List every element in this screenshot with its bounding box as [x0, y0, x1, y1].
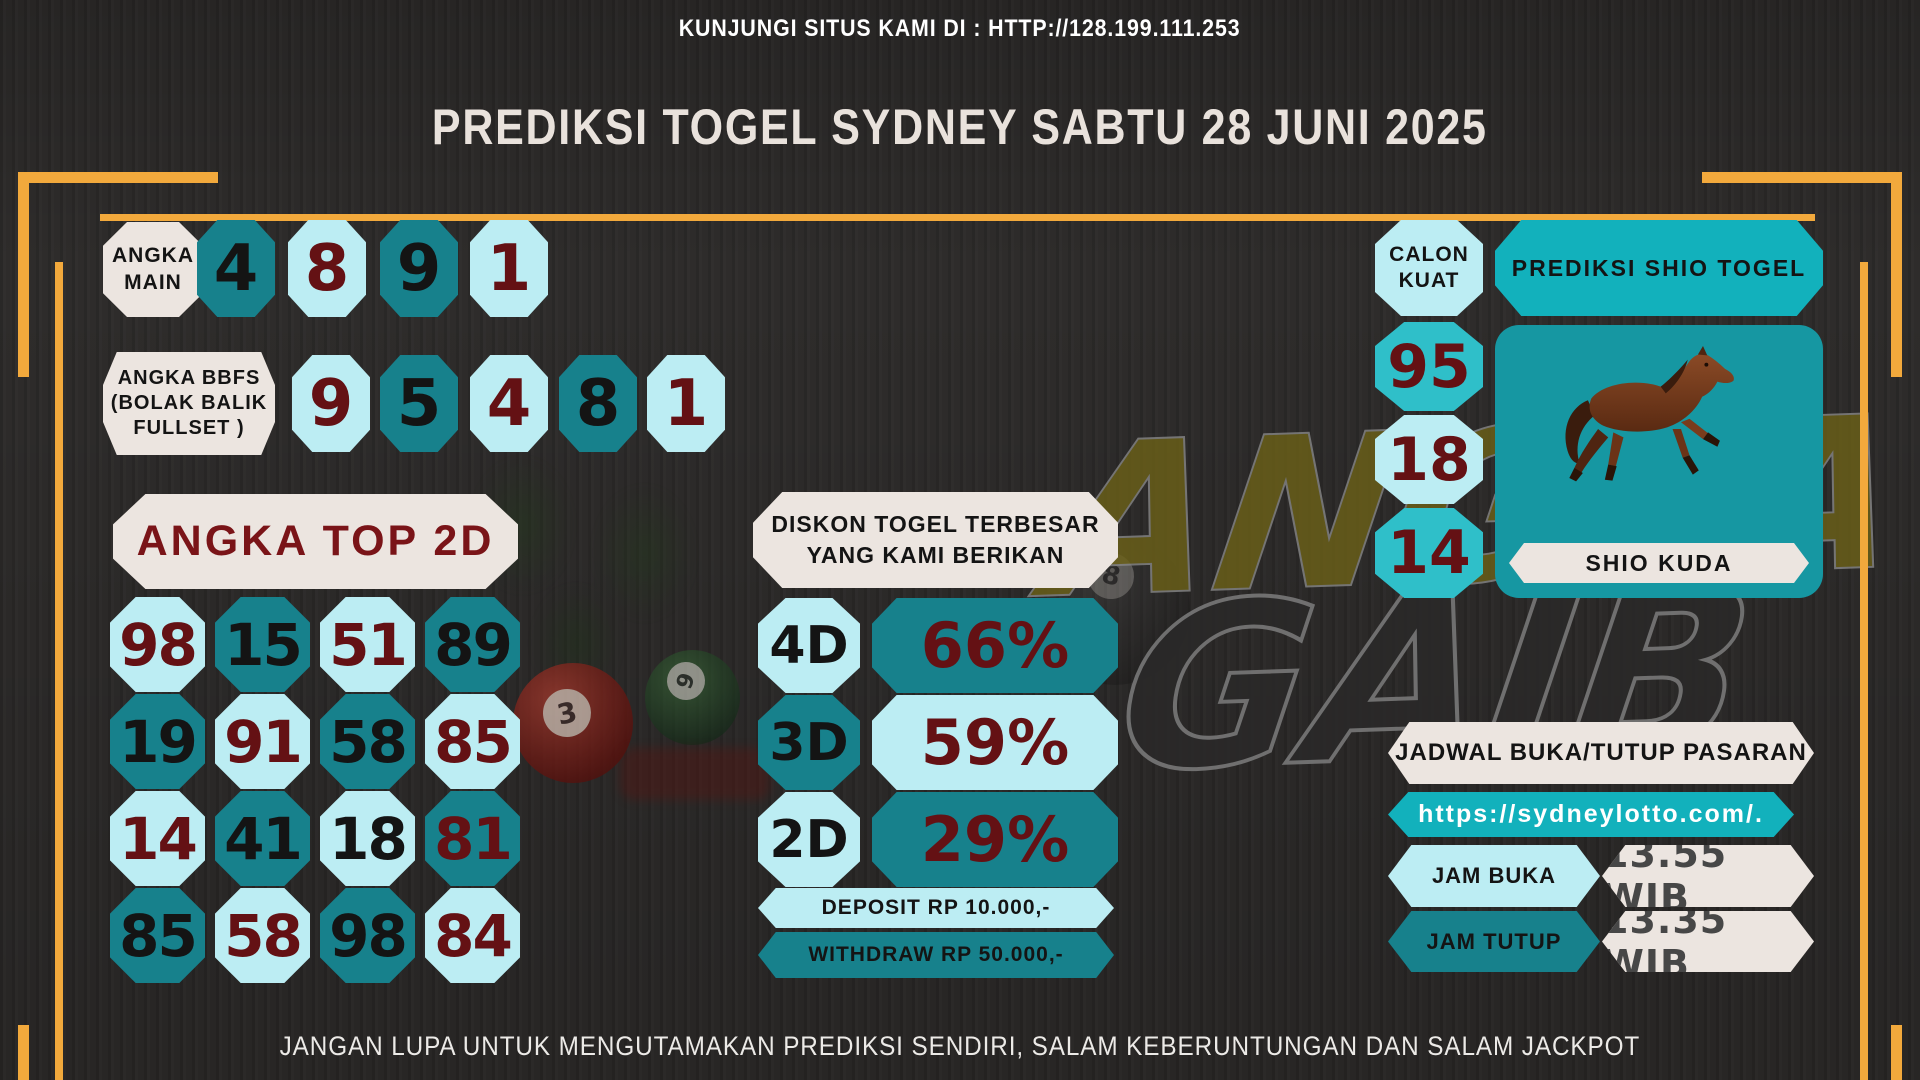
angka-bbfs-label-line3: FULLSET )	[133, 417, 245, 439]
angka-bbfs-digit: 1	[647, 355, 725, 452]
jam-tutup-time: 13.35 WIB	[1602, 911, 1814, 972]
jam-buka-time: 13.55 WIB	[1602, 845, 1814, 907]
visit-line-text[interactable]: KUNJUNGI SITUS KAMI DI : HTTP://128.199.…	[679, 15, 1241, 42]
angka-main-digit: 4	[197, 220, 275, 317]
footer-note-text: JANGAN LUPA UNTUK MENGUTAMAKAN PREDIKSI …	[279, 1030, 1641, 1061]
calon-kuat-label: CALON KUAT	[1375, 220, 1483, 316]
top2d-cell: 85	[425, 694, 520, 789]
market-url-bar[interactable]: https://sydneylotto.com/.	[1388, 792, 1794, 837]
prediksi-shio-title: PREDIKSI SHIO TOGEL	[1511, 254, 1807, 281]
page-title-text: PREDIKSI TOGEL SYDNEY SABTU 28 JUNI 2025	[432, 99, 1488, 155]
angka-main-digit: 9	[380, 220, 458, 317]
angka-bbfs-label-line1: ANGKA BBFS	[117, 367, 261, 389]
frame-inner-right	[1860, 262, 1868, 1080]
calon-kuat-number: 95	[1375, 322, 1483, 411]
deposit-bar: DEPOSIT RP 10.000,-	[758, 888, 1114, 928]
diskon-4d-label: 4D	[758, 598, 860, 693]
angka-bbfs-digit: 9	[292, 355, 370, 452]
diskon-header: DISKON TOGEL TERBESAR YANG KAMI BERIKAN	[753, 492, 1118, 588]
jam-buka-label: JAM BUKA	[1388, 845, 1600, 907]
calon-kuat-line2: KUAT	[1398, 269, 1460, 292]
deposit-text: DEPOSIT RP 10.000,-	[821, 895, 1051, 919]
frame-inner-top	[100, 214, 1815, 221]
top2d-cell: 19	[110, 694, 205, 789]
top2d-cell: 51	[320, 597, 415, 692]
diskon-2d-label: 2D	[758, 792, 860, 887]
frame-bottom-right-bar	[1891, 1025, 1902, 1080]
angka-top-2d-title: ANGKA TOP 2D	[136, 517, 495, 565]
angka-bbfs-digit: 5	[380, 355, 458, 452]
withdraw-bar: WITHDRAW RP 50.000,-	[758, 932, 1114, 978]
angka-bbfs-digit: 4	[470, 355, 548, 452]
angka-top-2d-header: ANGKA TOP 2D	[113, 494, 518, 589]
jadwal-header-text: JADWAL BUKA/TUTUP PASARAN	[1395, 739, 1807, 766]
angka-bbfs-label: ANGKA BBFS (BOLAK BALIK FULLSET )	[103, 352, 275, 455]
calon-kuat-line1: CALON	[1389, 242, 1469, 266]
diskon-3d-value: 59%	[872, 695, 1118, 790]
top2d-cell: 89	[425, 597, 520, 692]
jam-tutup-text: JAM TUTUP	[1426, 928, 1562, 954]
diskon-2d-value: 29%	[872, 792, 1118, 887]
market-url-text[interactable]: https://sydneylotto.com/.	[1418, 800, 1764, 828]
diskon-4d-value: 66%	[872, 598, 1118, 693]
calon-kuat-number: 14	[1375, 508, 1483, 598]
angka-top-2d-grid: 98 15 51 89 19 91 58 85 14 41 18 81 85 5…	[110, 597, 520, 983]
frame-bottom-left-bar	[18, 1025, 29, 1080]
frame-top-left-h	[18, 172, 218, 183]
withdraw-text: WITHDRAW RP 50.000,-	[808, 942, 1064, 966]
top2d-cell: 84	[425, 888, 520, 983]
top2d-cell: 14	[110, 791, 205, 886]
jam-tutup-label: JAM TUTUP	[1388, 911, 1600, 972]
angka-main-label: ANGKA MAIN	[103, 222, 203, 317]
angka-main-label-line2: MAIN	[124, 270, 182, 294]
billiard-ball-green-icon: 9	[645, 650, 740, 745]
billiard-ball-3-icon: 3	[513, 663, 633, 783]
red-felt-smudge	[620, 748, 770, 800]
frame-top-right-v	[1891, 172, 1902, 377]
angka-main-digit: 8	[288, 220, 366, 317]
page-title: PREDIKSI TOGEL SYDNEY SABTU 28 JUNI 2025	[0, 96, 1920, 158]
jadwal-header: JADWAL BUKA/TUTUP PASARAN	[1388, 722, 1814, 784]
prediksi-shio-header: PREDIKSI SHIO TOGEL	[1495, 220, 1823, 316]
top2d-cell: 98	[110, 597, 205, 692]
horse-illustration-icon	[1565, 346, 1734, 482]
ball-green-number: 9	[661, 656, 711, 706]
frame-inner-left	[55, 262, 63, 1080]
top2d-cell: 58	[215, 888, 310, 983]
angka-main-digit: 1	[470, 220, 548, 317]
diskon-header-line1: DISKON TOGEL TERBESAR	[771, 510, 1100, 537]
top2d-cell: 41	[215, 791, 310, 886]
shio-box: SHIO KUDA	[1495, 325, 1823, 598]
top2d-cell: 18	[320, 791, 415, 886]
jam-buka-text: JAM BUKA	[1431, 863, 1557, 889]
top2d-cell: 85	[110, 888, 205, 983]
angka-bbfs-label-line2: (BOLAK BALIK	[110, 392, 268, 414]
angka-main-label-line1: ANGKA	[112, 244, 194, 268]
top2d-cell: 58	[320, 694, 415, 789]
visit-line[interactable]: KUNJUNGI SITUS KAMI DI : HTTP://128.199.…	[0, 8, 1920, 50]
frame-top-left-v	[18, 172, 29, 377]
top2d-cell: 81	[425, 791, 520, 886]
diskon-header-line2: YANG KAMI BERIKAN	[806, 542, 1065, 568]
shio-kuda-band: SHIO KUDA	[1509, 543, 1809, 583]
top2d-cell: 98	[320, 888, 415, 983]
frame-top-right-h	[1702, 172, 1902, 183]
ball-3-number: 3	[538, 684, 596, 742]
top2d-cell: 15	[215, 597, 310, 692]
shio-kuda-text: SHIO KUDA	[1585, 549, 1733, 576]
diskon-3d-label: 3D	[758, 695, 860, 790]
angka-bbfs-digit: 8	[559, 355, 637, 452]
footer-note: JANGAN LUPA UNTUK MENGUTAMAKAN PREDIKSI …	[0, 1022, 1920, 1070]
calon-kuat-number: 18	[1375, 415, 1483, 504]
top2d-cell: 91	[215, 694, 310, 789]
